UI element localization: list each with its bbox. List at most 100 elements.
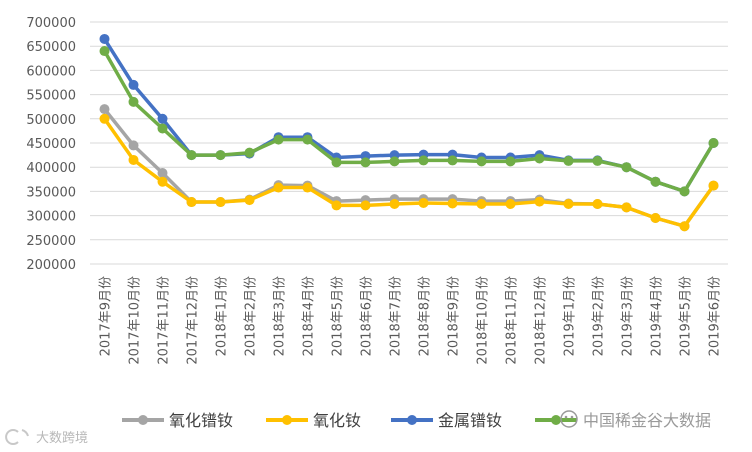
x-tick-label: 2018年12月份	[534, 276, 549, 365]
y-tick-label: 450000	[26, 137, 76, 152]
legend: 氧化镨钕 氧化钕 金属镨钕	[122, 411, 577, 430]
wechat-watermark: 中国稀金谷大数据	[560, 410, 711, 430]
y-tick-label: 550000	[26, 89, 76, 104]
x-tick-label: 2018年9月份	[447, 276, 462, 356]
data-point	[215, 197, 226, 208]
data-point	[360, 200, 371, 211]
data-point	[447, 198, 458, 209]
data-point	[592, 155, 603, 166]
series-3	[99, 46, 719, 197]
x-tick-label: 2019年5月份	[679, 276, 694, 356]
logo-text: 大数跨境	[36, 431, 88, 446]
x-tick-label: 2018年1月份	[215, 276, 230, 356]
x-tick-label: 2018年11月份	[505, 276, 520, 365]
data-point	[186, 150, 197, 161]
legend-item-0: 氧化镨钕	[122, 411, 233, 430]
y-tick-label: 250000	[26, 234, 76, 249]
series-line-1	[103, 117, 715, 228]
y-tick-label: 700000	[26, 16, 76, 31]
x-tick-label: 2017年12月份	[186, 276, 201, 365]
data-point	[679, 221, 690, 232]
data-point	[157, 168, 168, 179]
data-point	[563, 198, 574, 209]
wechat-icon	[560, 410, 578, 428]
data-point	[708, 138, 719, 148]
x-tick-label: 2019年1月份	[563, 276, 578, 356]
data-point	[157, 123, 168, 134]
y-tick-label: 500000	[26, 113, 76, 128]
gridlines	[90, 21, 728, 265]
x-tick-label: 2018年3月份	[273, 276, 288, 356]
data-point	[447, 155, 458, 166]
y-tick-label: 200000	[26, 258, 76, 273]
data-point	[157, 176, 168, 187]
x-tick-label: 2018年6月份	[360, 276, 375, 356]
logo-icon	[5, 429, 29, 445]
y-tick-label: 600000	[26, 64, 76, 79]
data-point	[389, 198, 400, 209]
data-point	[679, 186, 690, 197]
legend-item-1: 氧化钕	[266, 411, 361, 430]
data-point	[99, 33, 110, 44]
data-point	[505, 156, 516, 167]
legend-label-0: 氧化镨钕	[169, 411, 233, 430]
x-tick-label: 2017年10月份	[128, 276, 143, 365]
data-point	[476, 198, 487, 209]
y-tick-label: 400000	[26, 161, 76, 176]
x-tick-label: 2019年3月份	[621, 276, 636, 356]
data-point	[128, 96, 139, 107]
x-tick-label: 2018年10月份	[476, 276, 491, 365]
data-point	[128, 154, 139, 165]
data-point	[273, 134, 284, 145]
x-tick-label: 2018年4月份	[302, 276, 317, 356]
y-tick-label: 650000	[26, 40, 76, 55]
data-point	[244, 195, 255, 206]
data-point	[708, 180, 719, 191]
data-point	[360, 157, 371, 168]
data-point	[99, 46, 110, 57]
data-point	[563, 155, 574, 166]
data-point	[302, 182, 313, 193]
data-point	[331, 157, 342, 168]
data-point	[99, 104, 110, 115]
data-point	[534, 153, 545, 164]
data-point	[128, 79, 139, 90]
data-point	[418, 155, 429, 166]
data-point	[331, 200, 342, 211]
legend-label-1: 氧化钕	[313, 411, 361, 430]
data-point	[621, 162, 632, 173]
series-line-3	[102, 50, 716, 194]
data-point	[215, 150, 226, 161]
data-point	[650, 213, 661, 224]
data-point	[476, 156, 487, 167]
legend-item-3	[535, 415, 577, 425]
x-tick-label: 2018年5月份	[331, 276, 346, 356]
x-tick-label: 2018年2月份	[244, 276, 259, 356]
data-point	[505, 198, 516, 209]
x-tick-label: 2019年4月份	[650, 276, 665, 356]
x-tick-label: 2019年6月份	[708, 276, 723, 356]
data-point	[389, 156, 400, 167]
data-point	[157, 113, 168, 124]
legend-label-2: 金属镨钕	[438, 411, 502, 430]
y-tick-label: 300000	[26, 210, 76, 225]
series-1	[99, 113, 719, 232]
data-point	[244, 147, 255, 158]
data-point	[302, 134, 313, 145]
data-point	[650, 176, 661, 187]
bottom-logo-watermark: 大数跨境	[5, 429, 88, 446]
data-point	[592, 198, 603, 209]
x-tick-label: 2019年2月份	[592, 276, 607, 356]
data-point	[128, 140, 139, 151]
x-tick-label: 2017年9月份	[99, 276, 114, 356]
legend-item-2: 金属镨钕	[391, 411, 502, 430]
data-point	[273, 182, 284, 193]
y-axis-ticks: 700000 650000 600000 550000 500000 450000 4000…	[26, 16, 76, 273]
data-point	[621, 202, 632, 213]
data-point	[186, 197, 197, 208]
series-lines	[99, 33, 719, 232]
x-tick-label: 2018年8月份	[418, 276, 433, 356]
y-tick-label: 350000	[26, 185, 76, 200]
x-tick-label: 2018年7月份	[389, 276, 404, 356]
